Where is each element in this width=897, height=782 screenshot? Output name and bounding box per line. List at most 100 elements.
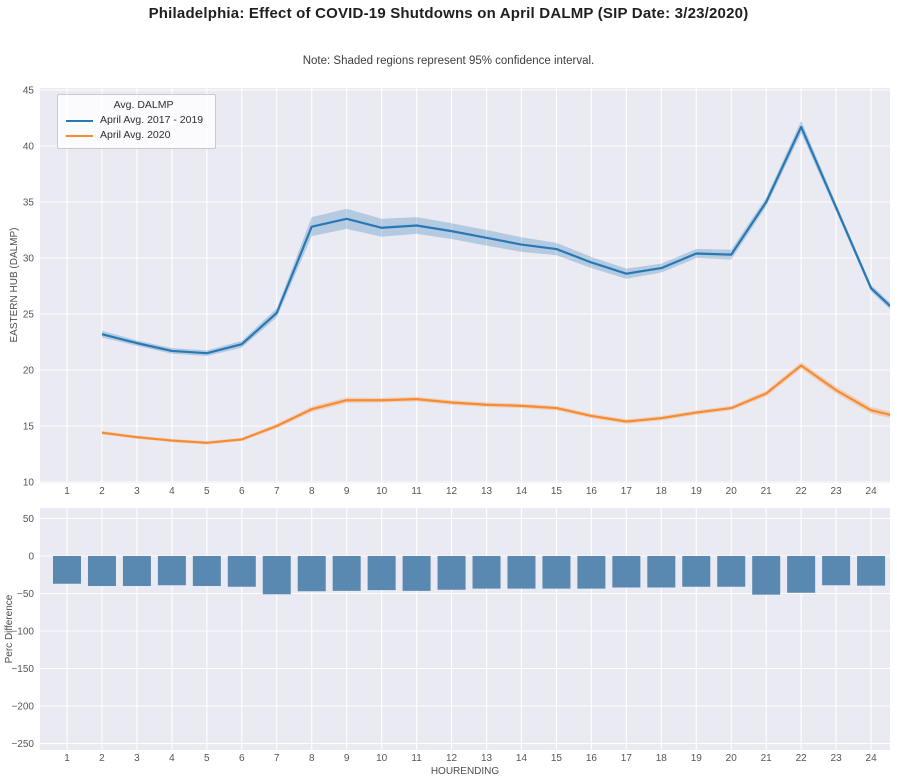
tick-label: 22	[796, 753, 808, 764]
legend-label: April Avg. 2020	[100, 129, 171, 141]
tick-label: 10	[376, 753, 388, 764]
bar-hour-6	[227, 556, 256, 587]
tick-label: 11	[411, 753, 422, 764]
tick-label: 6	[239, 753, 245, 764]
tick-label: 13	[481, 753, 493, 764]
tick-label: 19	[691, 753, 703, 764]
figure-note: Note: Shaded regions represent 95% confi…	[302, 55, 595, 67]
legend-line-swatch-orange	[66, 134, 93, 137]
tick-label: 22	[796, 486, 808, 497]
bottom-plot-area	[40, 508, 890, 750]
tick-label: 20	[726, 753, 738, 764]
bar-hour-16	[577, 556, 606, 589]
legend-line-swatch-blue	[66, 119, 93, 122]
tick-label: 18	[656, 753, 668, 764]
bar-hour-1	[53, 556, 81, 584]
bar-hour-20	[717, 556, 746, 587]
bar-hour-2	[87, 556, 116, 586]
bar-hour-8	[297, 556, 326, 592]
tick-label: 5	[204, 753, 210, 764]
tick-label: 15	[551, 753, 563, 764]
tick-label: 45	[23, 86, 35, 97]
tick-label: 2	[99, 486, 105, 497]
tick-label: 3	[134, 753, 140, 764]
tick-label: −150	[11, 664, 34, 675]
tick-label: 5	[204, 486, 210, 497]
bar-hour-5	[192, 556, 221, 586]
bar-hour-24	[857, 556, 886, 586]
bar-hour-12	[437, 556, 466, 590]
ci-band-april-avg-2020	[101, 362, 890, 445]
tick-label: 9	[344, 753, 350, 764]
tick-label: −50	[17, 589, 34, 600]
bar-hour-18	[647, 556, 676, 588]
bottom-xlabel: HOURENDING	[431, 766, 500, 777]
line-april-avg-2017-2019	[101, 125, 890, 355]
legend-title: Avg. DALMP	[113, 99, 174, 111]
tick-label: 7	[274, 486, 280, 497]
tick-label: 14	[516, 753, 528, 764]
bar-hour-11	[402, 556, 431, 591]
bottom-gridlines	[40, 508, 890, 750]
tick-label: 6	[239, 486, 245, 497]
bar-hour-4	[157, 556, 186, 586]
tick-label: 13	[481, 486, 493, 497]
tick-label: 30	[23, 254, 35, 265]
tick-label: 17	[621, 753, 633, 764]
tick-label: 20	[726, 486, 738, 497]
tick-label: 4	[169, 486, 175, 497]
bar-hour-22	[787, 556, 816, 593]
tick-label: −200	[11, 702, 34, 713]
tick-label: 12	[446, 753, 458, 764]
bottom-x-axis-label: HOURENDING	[431, 766, 500, 777]
tick-label: 11	[411, 486, 422, 497]
legend-box: Avg. DALMP April Avg. 2017 - 2019 April …	[57, 94, 217, 149]
tick-label: −100	[11, 627, 34, 638]
tick-label: 21	[761, 486, 773, 497]
legend-entry-2017-2019: April Avg. 2017 - 2019	[66, 113, 203, 128]
bar-hour-13	[472, 556, 501, 589]
ci-band-april-avg-2017-2019	[101, 120, 890, 356]
tick-label: 3	[134, 486, 140, 497]
tick-label: −250	[11, 739, 34, 750]
tick-label: 10	[23, 478, 35, 489]
top-plot-area	[40, 88, 890, 483]
tick-label: 7	[274, 753, 280, 764]
top-gridlines	[40, 88, 890, 483]
tick-label: 0	[28, 552, 34, 563]
tick-label: 25	[23, 310, 35, 321]
bar-hour-17	[612, 556, 641, 588]
tick-label: 1	[64, 486, 70, 497]
tick-label: 10	[376, 486, 388, 497]
tick-label: 40	[23, 142, 35, 153]
bar-hour-23	[822, 556, 851, 586]
tick-label: 23	[831, 753, 843, 764]
tick-label: 17	[621, 486, 633, 497]
bar-hour-3	[122, 556, 151, 586]
perc-difference-bars	[53, 556, 886, 595]
tick-label: 20	[23, 366, 35, 377]
tick-label: 12	[446, 486, 458, 497]
tick-label: 4	[169, 753, 175, 764]
bar-hour-9	[332, 556, 361, 591]
tick-label: 9	[344, 486, 350, 497]
tick-label: 16	[586, 753, 598, 764]
tick-label: 24	[866, 753, 878, 764]
tick-label: 50	[23, 514, 35, 525]
tick-label: 24	[866, 486, 878, 497]
bar-hour-19	[682, 556, 711, 587]
legend-label: April Avg. 2017 - 2019	[100, 114, 204, 126]
line-april-avg-2020	[101, 364, 890, 444]
bottom-ylabel: Perc Difference	[4, 594, 15, 663]
tick-label: 16	[586, 486, 598, 497]
tick-label: 8	[309, 753, 315, 764]
bottom-y-axis-label: Perc Difference	[4, 594, 15, 663]
tick-label: 23	[831, 486, 843, 497]
bar-hour-15	[542, 556, 571, 589]
legend-entry-2020: April Avg. 2020	[66, 128, 203, 143]
tick-label: 15	[23, 422, 35, 433]
top-ylabel: EASTERN HUB (DALMP)	[9, 227, 20, 342]
